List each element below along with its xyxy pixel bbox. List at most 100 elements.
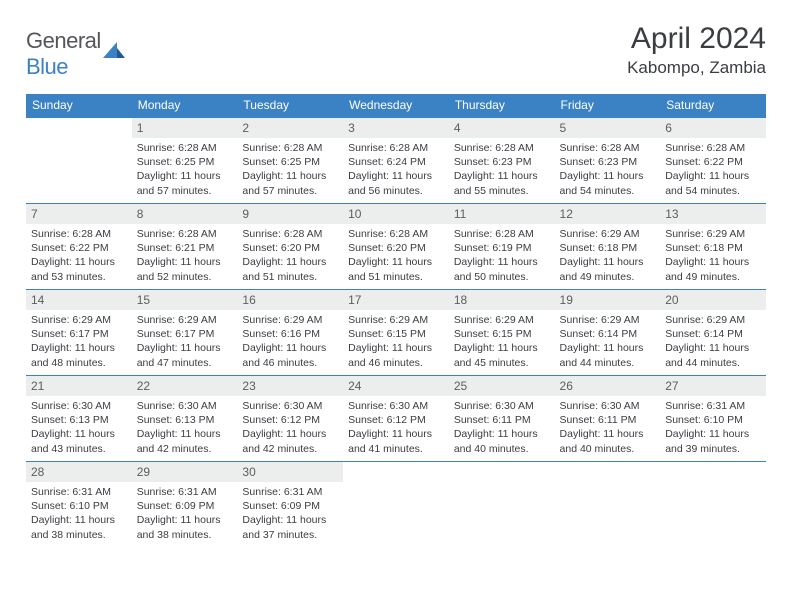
day-body: Sunrise: 6:28 AMSunset: 6:19 PMDaylight:… bbox=[449, 224, 555, 288]
day-number: 15 bbox=[132, 290, 238, 310]
day-number bbox=[449, 462, 555, 481]
day-number: 29 bbox=[132, 462, 238, 482]
day-header-sun: Sunday bbox=[26, 94, 132, 118]
sunrise-text: Sunrise: 6:29 AM bbox=[560, 227, 656, 241]
day-cell: 8Sunrise: 6:28 AMSunset: 6:21 PMDaylight… bbox=[132, 204, 238, 290]
day-body: Sunrise: 6:29 AMSunset: 6:17 PMDaylight:… bbox=[26, 310, 132, 374]
day-cell: 15Sunrise: 6:29 AMSunset: 6:17 PMDayligh… bbox=[132, 290, 238, 376]
day-number: 16 bbox=[237, 290, 343, 310]
sunrise-text: Sunrise: 6:28 AM bbox=[137, 227, 233, 241]
sunrise-text: Sunrise: 6:28 AM bbox=[31, 227, 127, 241]
day-number: 14 bbox=[26, 290, 132, 310]
day-cell: 14Sunrise: 6:29 AMSunset: 6:17 PMDayligh… bbox=[26, 290, 132, 376]
daylight-text: Daylight: 11 hours and 53 minutes. bbox=[31, 255, 127, 283]
day-cell: 29Sunrise: 6:31 AMSunset: 6:09 PMDayligh… bbox=[132, 462, 238, 548]
day-cell: 30Sunrise: 6:31 AMSunset: 6:09 PMDayligh… bbox=[237, 462, 343, 548]
day-header-row: Sunday Monday Tuesday Wednesday Thursday… bbox=[26, 94, 766, 118]
day-number bbox=[26, 118, 132, 137]
daylight-text: Daylight: 11 hours and 44 minutes. bbox=[665, 341, 761, 369]
day-body: Sunrise: 6:31 AMSunset: 6:09 PMDaylight:… bbox=[237, 482, 343, 546]
sunset-text: Sunset: 6:13 PM bbox=[31, 413, 127, 427]
daylight-text: Daylight: 11 hours and 57 minutes. bbox=[242, 169, 338, 197]
daylight-text: Daylight: 11 hours and 40 minutes. bbox=[454, 427, 550, 455]
day-number bbox=[343, 462, 449, 481]
day-body: Sunrise: 6:30 AMSunset: 6:12 PMDaylight:… bbox=[237, 396, 343, 460]
sunset-text: Sunset: 6:20 PM bbox=[348, 241, 444, 255]
day-cell: 23Sunrise: 6:30 AMSunset: 6:12 PMDayligh… bbox=[237, 376, 343, 462]
sunset-text: Sunset: 6:16 PM bbox=[242, 327, 338, 341]
daylight-text: Daylight: 11 hours and 50 minutes. bbox=[454, 255, 550, 283]
day-body: Sunrise: 6:29 AMSunset: 6:14 PMDaylight:… bbox=[660, 310, 766, 374]
day-number: 26 bbox=[555, 376, 661, 396]
day-cell: 17Sunrise: 6:29 AMSunset: 6:15 PMDayligh… bbox=[343, 290, 449, 376]
sunset-text: Sunset: 6:14 PM bbox=[665, 327, 761, 341]
day-number: 4 bbox=[449, 118, 555, 138]
day-body: Sunrise: 6:30 AMSunset: 6:11 PMDaylight:… bbox=[555, 396, 661, 460]
day-cell: 12Sunrise: 6:29 AMSunset: 6:18 PMDayligh… bbox=[555, 204, 661, 290]
daylight-text: Daylight: 11 hours and 42 minutes. bbox=[137, 427, 233, 455]
sunset-text: Sunset: 6:11 PM bbox=[560, 413, 656, 427]
daylight-text: Daylight: 11 hours and 38 minutes. bbox=[31, 513, 127, 541]
day-cell: 7Sunrise: 6:28 AMSunset: 6:22 PMDaylight… bbox=[26, 204, 132, 290]
daylight-text: Daylight: 11 hours and 45 minutes. bbox=[454, 341, 550, 369]
sunrise-text: Sunrise: 6:29 AM bbox=[665, 227, 761, 241]
day-body: Sunrise: 6:29 AMSunset: 6:15 PMDaylight:… bbox=[343, 310, 449, 374]
day-number: 30 bbox=[237, 462, 343, 482]
day-number: 18 bbox=[449, 290, 555, 310]
day-number: 17 bbox=[343, 290, 449, 310]
sunset-text: Sunset: 6:09 PM bbox=[242, 499, 338, 513]
day-body: Sunrise: 6:31 AMSunset: 6:09 PMDaylight:… bbox=[132, 482, 238, 546]
sunset-text: Sunset: 6:22 PM bbox=[31, 241, 127, 255]
day-body: Sunrise: 6:28 AMSunset: 6:22 PMDaylight:… bbox=[26, 224, 132, 288]
day-cell bbox=[555, 462, 661, 548]
sunrise-text: Sunrise: 6:29 AM bbox=[560, 313, 656, 327]
sunset-text: Sunset: 6:18 PM bbox=[665, 241, 761, 255]
day-body: Sunrise: 6:28 AMSunset: 6:24 PMDaylight:… bbox=[343, 138, 449, 202]
sunset-text: Sunset: 6:12 PM bbox=[348, 413, 444, 427]
sunrise-text: Sunrise: 6:30 AM bbox=[348, 399, 444, 413]
sunrise-text: Sunrise: 6:29 AM bbox=[31, 313, 127, 327]
day-number: 3 bbox=[343, 118, 449, 138]
day-cell bbox=[26, 118, 132, 204]
daylight-text: Daylight: 11 hours and 51 minutes. bbox=[348, 255, 444, 283]
day-body: Sunrise: 6:31 AMSunset: 6:10 PMDaylight:… bbox=[26, 482, 132, 546]
sunrise-text: Sunrise: 6:29 AM bbox=[242, 313, 338, 327]
day-header-wed: Wednesday bbox=[343, 94, 449, 118]
daylight-text: Daylight: 11 hours and 55 minutes. bbox=[454, 169, 550, 197]
daylight-text: Daylight: 11 hours and 56 minutes. bbox=[348, 169, 444, 197]
sunrise-text: Sunrise: 6:29 AM bbox=[454, 313, 550, 327]
daylight-text: Daylight: 11 hours and 40 minutes. bbox=[560, 427, 656, 455]
day-number: 9 bbox=[237, 204, 343, 224]
daylight-text: Daylight: 11 hours and 51 minutes. bbox=[242, 255, 338, 283]
day-number: 25 bbox=[449, 376, 555, 396]
daylight-text: Daylight: 11 hours and 49 minutes. bbox=[665, 255, 761, 283]
day-body: Sunrise: 6:28 AMSunset: 6:20 PMDaylight:… bbox=[343, 224, 449, 288]
daylight-text: Daylight: 11 hours and 46 minutes. bbox=[348, 341, 444, 369]
day-cell: 21Sunrise: 6:30 AMSunset: 6:13 PMDayligh… bbox=[26, 376, 132, 462]
day-cell: 1Sunrise: 6:28 AMSunset: 6:25 PMDaylight… bbox=[132, 118, 238, 204]
day-header-tue: Tuesday bbox=[237, 94, 343, 118]
day-cell: 2Sunrise: 6:28 AMSunset: 6:25 PMDaylight… bbox=[237, 118, 343, 204]
day-number: 10 bbox=[343, 204, 449, 224]
day-body: Sunrise: 6:29 AMSunset: 6:16 PMDaylight:… bbox=[237, 310, 343, 374]
calendar-table: Sunday Monday Tuesday Wednesday Thursday… bbox=[26, 94, 766, 548]
daylight-text: Daylight: 11 hours and 52 minutes. bbox=[137, 255, 233, 283]
day-number: 11 bbox=[449, 204, 555, 224]
day-body: Sunrise: 6:28 AMSunset: 6:20 PMDaylight:… bbox=[237, 224, 343, 288]
sunrise-text: Sunrise: 6:31 AM bbox=[31, 485, 127, 499]
sunrise-text: Sunrise: 6:29 AM bbox=[665, 313, 761, 327]
month-title: April 2024 bbox=[627, 22, 766, 56]
day-cell: 25Sunrise: 6:30 AMSunset: 6:11 PMDayligh… bbox=[449, 376, 555, 462]
daylight-text: Daylight: 11 hours and 38 minutes. bbox=[137, 513, 233, 541]
day-cell bbox=[660, 462, 766, 548]
day-number: 1 bbox=[132, 118, 238, 138]
title-block: April 2024 Kabompo, Zambia bbox=[627, 22, 766, 78]
daylight-text: Daylight: 11 hours and 43 minutes. bbox=[31, 427, 127, 455]
sunset-text: Sunset: 6:10 PM bbox=[665, 413, 761, 427]
daylight-text: Daylight: 11 hours and 37 minutes. bbox=[242, 513, 338, 541]
day-header-sat: Saturday bbox=[660, 94, 766, 118]
week-row: 14Sunrise: 6:29 AMSunset: 6:17 PMDayligh… bbox=[26, 290, 766, 376]
day-cell: 13Sunrise: 6:29 AMSunset: 6:18 PMDayligh… bbox=[660, 204, 766, 290]
daylight-text: Daylight: 11 hours and 54 minutes. bbox=[560, 169, 656, 197]
brand-logo: General Blue bbox=[26, 28, 125, 80]
